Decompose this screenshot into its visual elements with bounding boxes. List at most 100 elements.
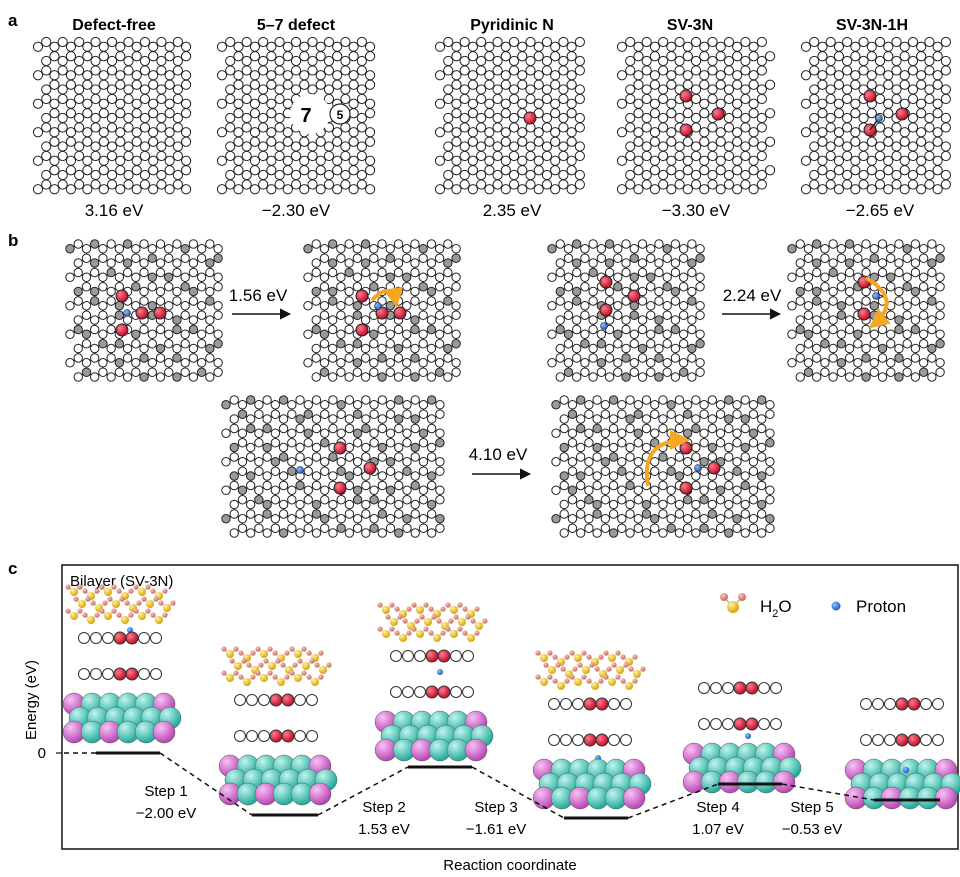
ring-label-5-circle bbox=[329, 103, 351, 125]
graphene-lattice bbox=[800, 36, 951, 195]
ring-label-7: 7 bbox=[300, 105, 311, 127]
nitrogen-atom bbox=[679, 123, 693, 137]
nitrogen-atom bbox=[355, 289, 369, 303]
proton-atom bbox=[296, 466, 304, 474]
bilayer-initial-1 bbox=[65, 239, 223, 382]
snapshot-2 bbox=[374, 602, 494, 762]
panel-a: a Defect-free 3.16 eV 5–7 defect 7 5 −2.… bbox=[8, 11, 951, 220]
proton-atom bbox=[374, 302, 382, 310]
step-energy: −1.61 eV bbox=[466, 821, 526, 838]
step-name: Step 2 bbox=[362, 799, 405, 816]
bilayer-lattice bbox=[303, 239, 461, 382]
formation-energy: 3.16 eV bbox=[85, 201, 144, 220]
snapshot-3 bbox=[532, 650, 652, 810]
nitrogen-atom bbox=[115, 289, 129, 303]
legend-water-label: H2O bbox=[760, 597, 792, 620]
bilayer-initial-3 bbox=[221, 395, 445, 538]
panel-c: c Bilayer (SV-3N) Energy (eV) 0 Reaction… bbox=[8, 559, 960, 874]
graphene-lattice bbox=[216, 36, 376, 195]
step-label-4: Step 4 1.07 eV bbox=[692, 799, 744, 838]
x-axis-label: Reaction coordinate bbox=[443, 857, 576, 874]
step-energy: −0.53 eV bbox=[782, 821, 842, 838]
nitrogen-atom bbox=[627, 289, 641, 303]
nitrogen-atom bbox=[363, 461, 377, 475]
nitrogen-atom bbox=[153, 306, 167, 320]
nitrogen-atom bbox=[599, 303, 613, 317]
snapshot-1 bbox=[218, 646, 338, 806]
energy-diagram-frame bbox=[61, 564, 959, 850]
bilayer-final-3 bbox=[551, 395, 775, 538]
nitrogen-atom bbox=[863, 89, 877, 103]
diagram-title: Bilayer (SV-3N) bbox=[70, 573, 173, 590]
step-energy: 1.07 eV bbox=[692, 821, 744, 838]
step-label-2: Step 2 1.53 eV bbox=[358, 799, 410, 838]
bilayer-lattice bbox=[221, 395, 445, 538]
ring-label-5: 5 bbox=[337, 108, 344, 122]
snapshot-5 bbox=[844, 697, 960, 810]
barrier-arrow-1: 1.56 eV bbox=[229, 286, 292, 320]
step-label-5: Step 5 −0.53 eV bbox=[782, 799, 842, 838]
proton-atom bbox=[872, 292, 880, 300]
nitrogen-atom bbox=[523, 111, 537, 125]
step-energy: −2.00 eV bbox=[136, 805, 196, 822]
structure-sv-3n: SV-3N −3.30 eV bbox=[616, 17, 776, 220]
nitrogen-atom bbox=[333, 481, 347, 495]
barrier-arrow-2: 2.24 eV bbox=[722, 286, 782, 320]
connector-2 bbox=[317, 766, 409, 816]
step-name: Step 4 bbox=[696, 799, 739, 816]
graphene-lattice bbox=[434, 36, 585, 195]
nitrogen-atom bbox=[135, 306, 149, 320]
snapshot-4 bbox=[682, 681, 802, 794]
graphene-lattice bbox=[32, 36, 192, 195]
structure-defect-free: Defect-free 3.16 eV bbox=[32, 17, 192, 220]
structure-pyridinic-n: Pyridinic N 2.35 eV bbox=[434, 17, 585, 220]
step-label-1: Step 1 −2.00 eV bbox=[136, 783, 196, 822]
nitrogen-atom bbox=[707, 461, 721, 475]
panel-c-label: c bbox=[8, 559, 17, 578]
legend-proton-label: Proton bbox=[856, 597, 906, 616]
proton-atom bbox=[875, 114, 883, 122]
step-name: Step 1 bbox=[144, 783, 187, 800]
nitrogen-atom bbox=[333, 441, 347, 455]
bilayer-lattice bbox=[551, 395, 775, 538]
structure-title: 5–7 defect bbox=[257, 17, 336, 34]
structure-title: SV-3N-1H bbox=[836, 17, 908, 34]
bilayer-lattice bbox=[547, 239, 705, 382]
panel-b-label: b bbox=[8, 231, 18, 250]
snapshot-0 bbox=[62, 584, 182, 744]
y-axis-label: Energy (eV) bbox=[23, 660, 40, 740]
formation-energy: −2.65 eV bbox=[846, 201, 915, 220]
panel-a-label: a bbox=[8, 11, 18, 30]
connector-1 bbox=[159, 752, 253, 816]
formation-energy: −2.30 eV bbox=[262, 201, 331, 220]
energy-profile bbox=[64, 751, 940, 820]
structure-sv-3n-1h: SV-3N-1H −2.65 eV bbox=[800, 17, 951, 220]
migration-arrow bbox=[370, 286, 404, 308]
defect-ring-hole bbox=[290, 94, 330, 134]
nitrogen-atom bbox=[679, 89, 693, 103]
nitrogen-atom bbox=[679, 441, 693, 455]
structure-title: Defect-free bbox=[72, 17, 156, 34]
bilayer-final-1 bbox=[303, 239, 461, 382]
nitrogen-atom bbox=[393, 306, 407, 320]
formation-energy: 2.35 eV bbox=[483, 201, 542, 220]
nitrogen-atom bbox=[679, 481, 693, 495]
step-name: Step 3 bbox=[474, 799, 517, 816]
proton-atom bbox=[123, 309, 131, 317]
nitrogen-atom bbox=[895, 107, 909, 121]
panel-b: b 1.56 eV bbox=[8, 231, 945, 538]
barrier-energy: 4.10 eV bbox=[469, 445, 528, 464]
step-label-3: Step 3 −1.61 eV bbox=[466, 799, 526, 838]
nitrogen-atom bbox=[599, 275, 613, 289]
migration-arrow bbox=[644, 430, 690, 487]
step-name: Step 5 bbox=[790, 799, 833, 816]
formation-energy: −3.30 eV bbox=[662, 201, 731, 220]
graphene-lattice bbox=[616, 36, 776, 195]
nitrogen-atom bbox=[711, 107, 725, 121]
bilayer-final-2 bbox=[787, 239, 945, 382]
connector-5 bbox=[781, 783, 875, 801]
nitrogen-atom bbox=[355, 323, 369, 337]
nitrogen-atom bbox=[115, 323, 129, 337]
water-molecule-icon bbox=[720, 593, 746, 613]
barrier-arrow-3: 4.10 eV bbox=[469, 445, 532, 480]
